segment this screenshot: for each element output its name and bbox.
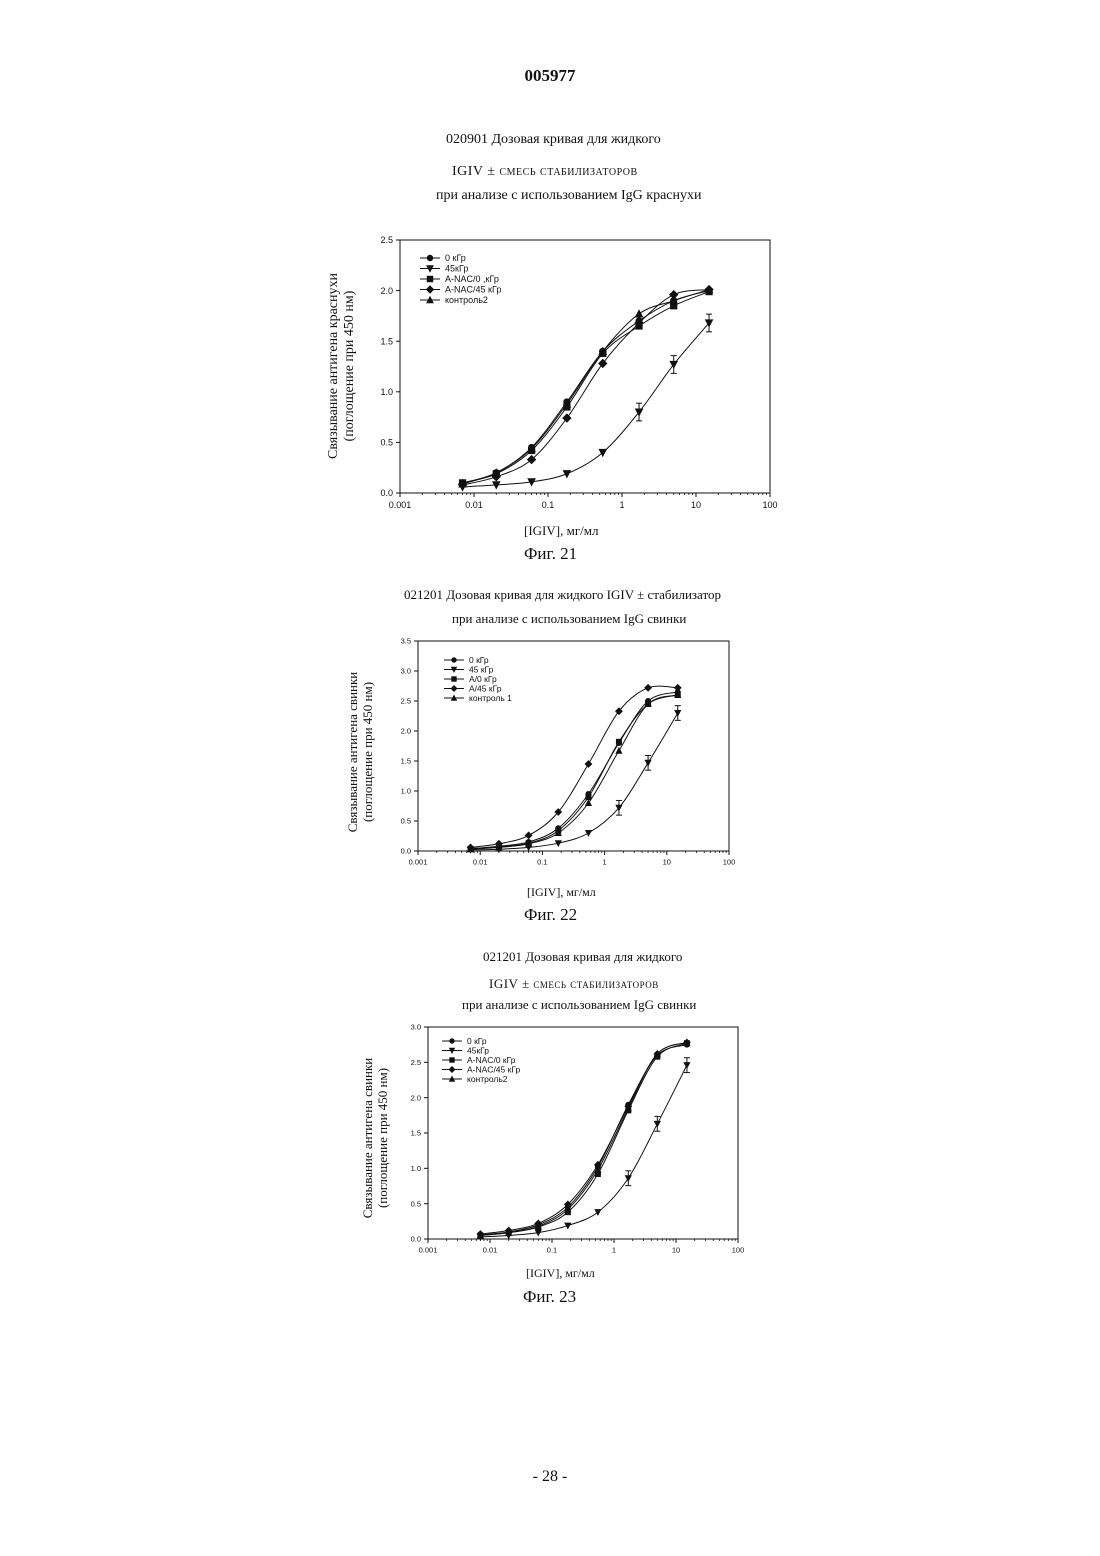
chart2-legend-label: 45кГр [467, 1045, 489, 1055]
chart2-x-tick-label: 0.1 [547, 1246, 557, 1255]
chart2-legend-marker [449, 1038, 454, 1043]
chart2-legend-label: контроль2 [467, 1074, 508, 1084]
chart2-y-tick-label: 3.0 [411, 1023, 421, 1032]
chart2-y-tick-label: 2.0 [411, 1093, 421, 1102]
chart2-x-tick-label: 1 [612, 1246, 616, 1255]
fig23-y-axis-label: Связывание антигена свинки (поглощение п… [360, 1058, 390, 1219]
chart2-legend-label: A-NAC/0 кГр [467, 1055, 516, 1065]
chart2-legend-label: 0 кГр [467, 1036, 487, 1046]
chart2-y-tick-label: 1.5 [411, 1129, 421, 1138]
fig23-y-label-line-2: (поглощение при 450 нм) [375, 1068, 390, 1208]
chart2-legend-marker [449, 1057, 454, 1062]
page-number: - 28 - [0, 1468, 1100, 1486]
chart2-y-tick-label: 1.0 [411, 1164, 421, 1173]
chart2-x-tick-label: 10 [672, 1246, 680, 1255]
chart2-legend-label: A-NAC/45 кГр [467, 1064, 520, 1074]
fig23-y-label-line-1: Связывание антигена свинки [360, 1058, 375, 1219]
chart2-data-point [594, 1209, 601, 1216]
fig23-x-axis-label: [IGIV], мг/мл [526, 1266, 595, 1281]
chart2-y-tick-label: 0.5 [411, 1199, 421, 1208]
fig23-caption: Фиг. 23 [523, 1287, 576, 1307]
chart2-y-tick-label: 2.5 [411, 1058, 421, 1067]
chart2-x-tick-label: 100 [732, 1246, 745, 1255]
chart2-x-tick-label: 0.001 [419, 1246, 438, 1255]
chart2-x-tick-label: 0.01 [483, 1246, 498, 1255]
chart2-legend-marker [448, 1066, 455, 1073]
fig23-chart: Связывание антигена свинки (поглощение п… [0, 0, 1100, 1556]
chart2-y-tick-label: 0.0 [411, 1235, 421, 1244]
chart2-series-line [480, 1065, 687, 1237]
